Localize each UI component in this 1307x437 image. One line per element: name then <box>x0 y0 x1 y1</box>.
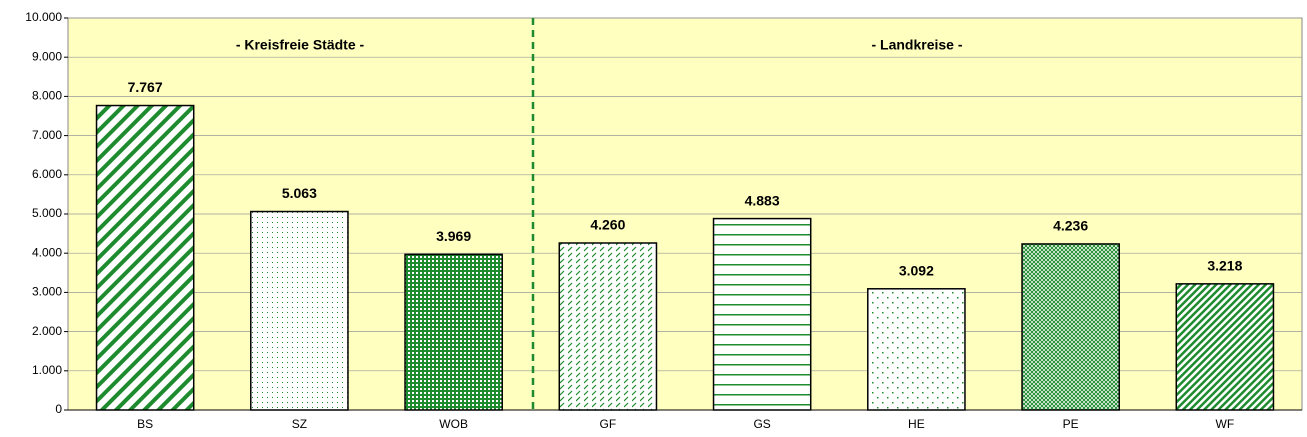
bar <box>1021 243 1120 411</box>
bar <box>1175 283 1275 411</box>
x-tick-label: WF <box>1216 417 1235 431</box>
bar <box>250 210 349 411</box>
y-tick-label: 3.000 <box>32 285 62 299</box>
value-label: 3.218 <box>1207 258 1242 274</box>
x-tick-label: HE <box>908 417 925 431</box>
x-tick-label: WOB <box>439 417 468 431</box>
bar <box>95 104 195 411</box>
y-tick-label: 8.000 <box>32 89 62 103</box>
x-tick-label: GF <box>600 417 617 431</box>
value-label: 3.092 <box>899 262 934 278</box>
y-tick-label: 10.000 <box>25 10 62 24</box>
y-tick-label: 6.000 <box>32 167 62 181</box>
y-tick-label: 5.000 <box>32 206 62 220</box>
y-tick-label: 4.000 <box>32 245 62 259</box>
x-tick-label: SZ <box>292 417 307 431</box>
value-label: 5.063 <box>282 185 317 201</box>
y-tick-label: 0 <box>55 402 62 416</box>
x-tick-label: GS <box>753 417 770 431</box>
y-tick-label: 7.000 <box>32 128 62 142</box>
group-label: - Kreisfreie Städte - <box>236 37 365 53</box>
value-label: 4.260 <box>590 217 625 233</box>
value-label: 3.969 <box>436 228 471 244</box>
bar <box>867 288 966 411</box>
group-label: - Landkreise - <box>871 37 962 53</box>
bar <box>712 217 812 411</box>
value-label: 7.767 <box>128 79 163 95</box>
value-label: 4.236 <box>1053 218 1088 234</box>
bar <box>404 253 503 411</box>
x-tick-label: BS <box>137 417 153 431</box>
y-tick-label: 1.000 <box>32 363 62 377</box>
bar <box>558 242 658 411</box>
value-label: 4.883 <box>745 192 780 208</box>
x-tick-label: PE <box>1063 417 1079 431</box>
y-tick-label: 2.000 <box>32 324 62 338</box>
y-tick-label: 9.000 <box>32 49 62 63</box>
